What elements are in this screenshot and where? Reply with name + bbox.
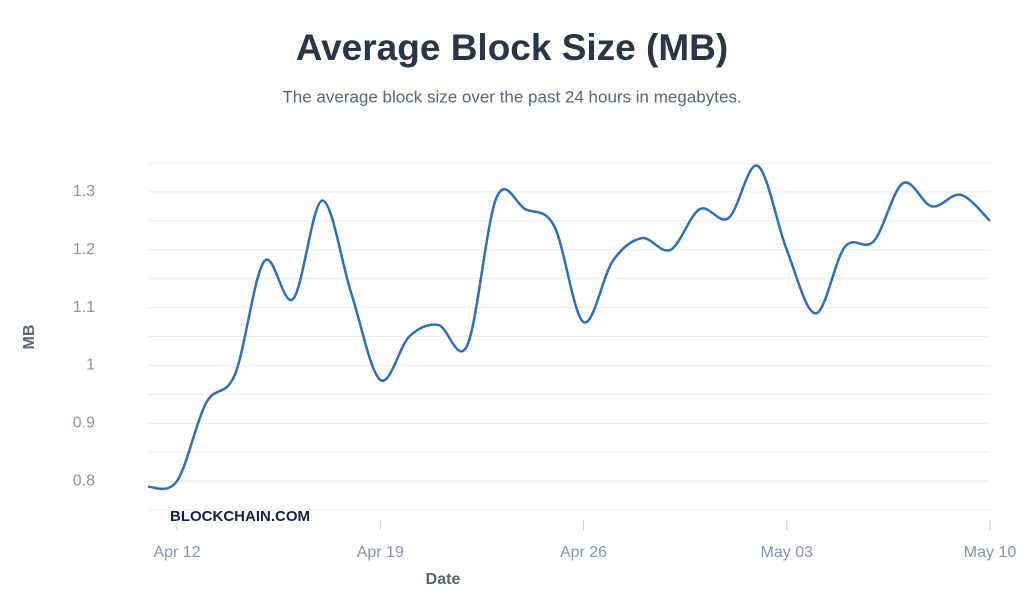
x-tick-label: Apr 26 — [560, 544, 607, 561]
x-tick-label: May 03 — [761, 544, 814, 561]
y-tick-label: 0.8 — [73, 472, 95, 489]
x-tick-label: Apr 19 — [357, 544, 404, 561]
y-tick-label: 1.1 — [73, 299, 95, 316]
x-tick-label: May 10 — [964, 544, 1017, 561]
y-axis-label: MB — [21, 325, 38, 350]
y-tick-label: 0.9 — [73, 414, 95, 431]
data-line — [147, 164, 991, 491]
y-tick-label: 1 — [86, 357, 95, 374]
chart-title: Average Block Size (MB) — [296, 27, 728, 68]
chart-subtitle: The average block size over the past 24 … — [282, 87, 741, 106]
y-tick-label: 1.3 — [73, 183, 95, 200]
y-tick-label: 1.2 — [73, 241, 95, 258]
watermark: BLOCKCHAIN.COM — [170, 508, 310, 525]
x-axis-label: Date — [426, 571, 461, 588]
x-tick-label: Apr 12 — [153, 544, 200, 561]
